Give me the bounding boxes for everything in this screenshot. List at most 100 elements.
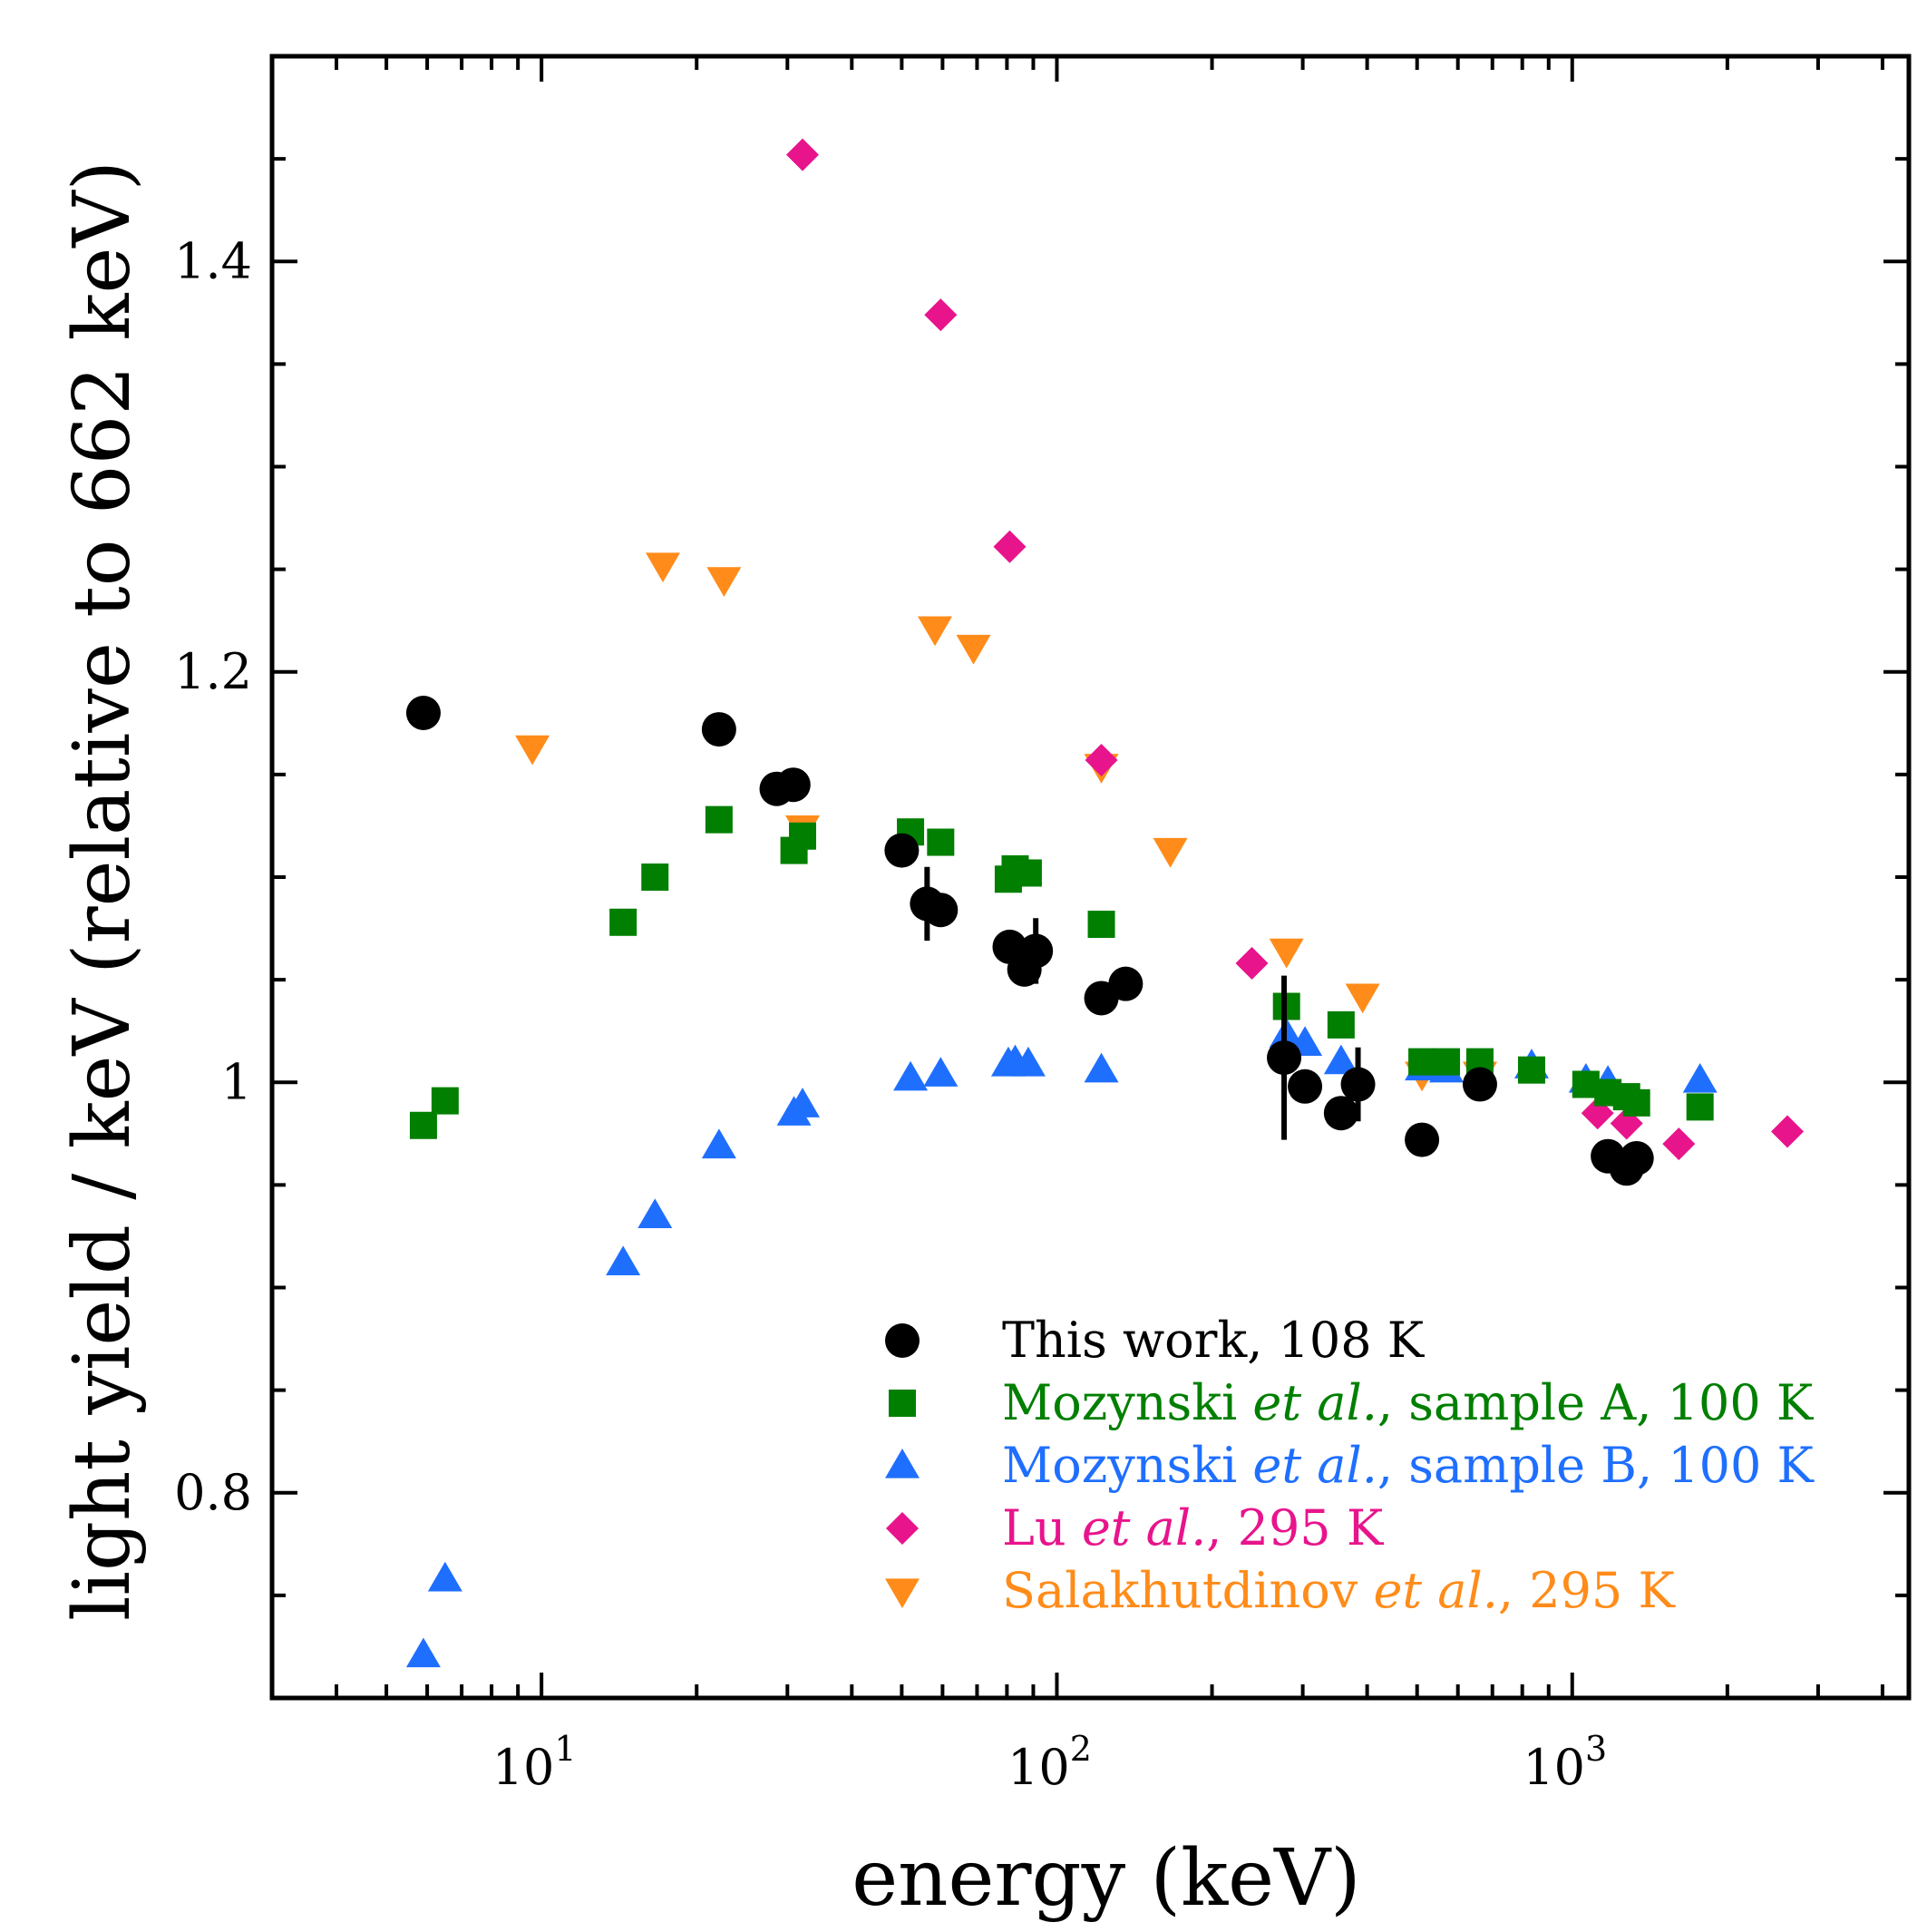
y-axis-title: light yield / keV (relative to 662 keV): [57, 161, 148, 1621]
data-point: [923, 893, 959, 928]
y-tick-label: 1.2: [174, 643, 252, 700]
legend-entry: Mozynski et al., sample A, 100 K: [889, 1374, 1815, 1431]
data-point: [646, 552, 681, 583]
legend-marker: [885, 1578, 920, 1608]
legend-label: This work, 108 K: [1002, 1312, 1426, 1369]
y-tick-label: 1: [221, 1053, 252, 1110]
data-point: [431, 1087, 459, 1115]
data-point: [706, 567, 742, 597]
data-point: [609, 908, 637, 936]
data-point: [1235, 947, 1269, 981]
x-tick-exponent: 3: [1585, 1729, 1607, 1769]
legend-marker: [885, 1449, 920, 1478]
data-point: [884, 833, 920, 868]
plot-marks: [405, 138, 1805, 1668]
data-point: [1085, 744, 1118, 777]
x-tick-label: 102: [1007, 1729, 1092, 1796]
data-point: [409, 1111, 437, 1139]
legend-entry: Lu et al., 295 K: [886, 1499, 1385, 1556]
x-tick-exponent: 1: [554, 1729, 576, 1769]
data-point: [1010, 1046, 1046, 1077]
data-point: [893, 1060, 929, 1091]
data-point: [1323, 1096, 1358, 1131]
data-point: [1622, 1088, 1650, 1117]
data-point: [927, 828, 955, 856]
legend-label-part: , 295 K: [1498, 1562, 1677, 1619]
x-tick-base: 10: [492, 1739, 555, 1796]
data-point: [785, 1088, 821, 1117]
legend-label: Mozynski et al., sample A, 100 K: [1002, 1374, 1815, 1431]
legend-label-part: et al.: [1082, 1499, 1206, 1556]
legend-label-part: et al.: [1252, 1374, 1377, 1431]
legend-marker: [886, 1512, 919, 1545]
data-point: [1288, 1068, 1323, 1104]
data-point: [1686, 1093, 1714, 1121]
series-1: [409, 805, 1714, 1139]
legend-label-part: Mozynski: [1002, 1437, 1252, 1494]
data-point: [993, 530, 1027, 563]
legend-label-part: , 295 K: [1206, 1499, 1385, 1556]
data-point: [641, 864, 669, 891]
data-point: [1619, 1140, 1654, 1176]
y-tick-label: 1.4: [174, 232, 252, 289]
legend-entry: Mozynski et al., sample B, 100 K: [885, 1437, 1815, 1494]
data-point: [1408, 1048, 1436, 1076]
data-point: [606, 1245, 641, 1276]
data-point: [405, 1637, 441, 1668]
data-point: [1517, 1056, 1545, 1084]
data-point: [637, 1198, 673, 1228]
series-0: [405, 696, 1654, 1186]
data-point: [1682, 1062, 1718, 1093]
data-point: [701, 712, 736, 747]
data-point: [775, 767, 811, 803]
legend-label: Mozynski et al., sample B, 100 K: [1002, 1437, 1815, 1494]
legend-marker: [885, 1323, 920, 1358]
legend-entry: This work, 108 K: [885, 1312, 1426, 1369]
x-tick-base: 10: [1007, 1739, 1070, 1796]
data-point: [1323, 1044, 1358, 1075]
data-point: [1269, 938, 1304, 969]
x-tick-label: 101: [492, 1729, 577, 1796]
data-point: [789, 822, 817, 850]
x-axis-title: energy (keV): [852, 1833, 1360, 1924]
data-point: [918, 616, 953, 647]
legend-label: Salakhutdinov et al., 295 K: [1002, 1562, 1676, 1619]
legend-marker: [889, 1390, 916, 1417]
legend-label-part: , sample B, 100 K: [1377, 1437, 1815, 1494]
legend-label-part: This work, 108 K: [1002, 1312, 1426, 1369]
data-point: [427, 1561, 462, 1592]
legend-label: Lu et al., 295 K: [1002, 1499, 1385, 1556]
legend-label-part: Mozynski: [1002, 1374, 1252, 1431]
data-point: [1662, 1127, 1696, 1161]
data-point: [1087, 911, 1115, 939]
data-point: [1462, 1067, 1497, 1102]
data-point: [405, 696, 441, 730]
data-point: [923, 1057, 959, 1087]
x-tick-label: 103: [1523, 1729, 1607, 1796]
data-point: [1108, 966, 1144, 1001]
data-point: [1340, 1067, 1376, 1102]
legend-label-part: Lu: [1002, 1499, 1082, 1556]
data-point: [1327, 1010, 1355, 1039]
legend-label-part: et al.: [1373, 1562, 1497, 1619]
data-point: [515, 735, 550, 766]
legend-entry: Salakhutdinov et al., 295 K: [885, 1562, 1676, 1619]
legend-label-part: et al.: [1252, 1437, 1377, 1494]
data-point: [1018, 933, 1054, 969]
data-point: [786, 138, 820, 171]
data-point: [1433, 1048, 1461, 1076]
data-point: [956, 634, 991, 665]
data-point: [1405, 1122, 1440, 1157]
legend-label-part: Salakhutdinov: [1002, 1562, 1373, 1619]
data-point: [1084, 1052, 1119, 1083]
data-point: [1771, 1115, 1805, 1148]
data-point: [1345, 983, 1380, 1014]
data-point: [705, 805, 733, 834]
data-point: [1014, 859, 1042, 887]
x-tick-exponent: 2: [1070, 1729, 1092, 1769]
y-tick-label: 0.8: [174, 1464, 252, 1521]
series-4: [515, 552, 1497, 1092]
